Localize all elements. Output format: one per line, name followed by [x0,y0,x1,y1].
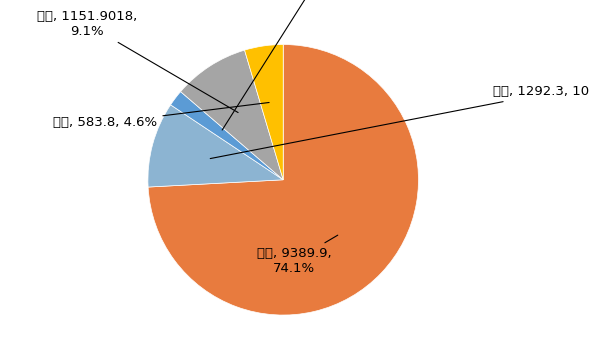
Text: 水电, 1292.3, 10.2%: 水电, 1292.3, 10.2% [210,85,590,158]
Text: 风电, 1151.9018,
9.1%: 风电, 1151.9018, 9.1% [37,10,238,112]
Wedge shape [148,105,283,187]
Wedge shape [148,44,418,315]
Text: 火电, 9389.9,
74.1%: 火电, 9389.9, 74.1% [257,235,337,275]
Wedge shape [245,44,283,180]
Text: 核电, 583.8, 4.6%: 核电, 583.8, 4.6% [53,103,269,130]
Wedge shape [171,91,283,180]
Wedge shape [181,50,283,180]
Text: 太阳能发电, 246.7,
1.9%: 太阳能发电, 246.7, 1.9% [222,0,369,130]
